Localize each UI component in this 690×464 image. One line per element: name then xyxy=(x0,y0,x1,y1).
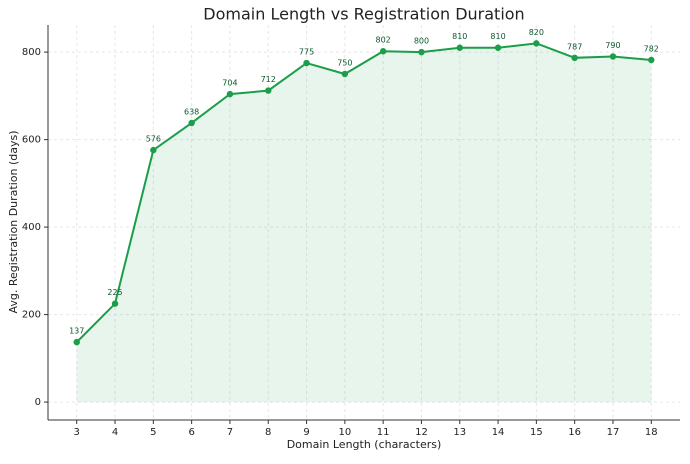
x-tick-label: 16 xyxy=(568,427,581,438)
y-axis-label: Avg. Registration Duration (days) xyxy=(7,130,20,313)
point xyxy=(111,300,119,307)
point xyxy=(494,44,502,51)
y-tick-label: 600 xyxy=(22,135,41,146)
point xyxy=(418,48,425,56)
data-label: 750 xyxy=(337,58,352,67)
x-tick-label: 3 xyxy=(74,427,80,438)
x-tick-label: 8 xyxy=(265,427,271,438)
x-tick-label: 17 xyxy=(607,427,620,438)
data-label: 704 xyxy=(222,79,237,88)
x-tick-label: 15 xyxy=(530,427,543,438)
x-tick-label: 13 xyxy=(453,427,466,438)
point xyxy=(456,44,463,51)
data-label: 576 xyxy=(146,135,161,144)
point xyxy=(226,90,234,98)
point xyxy=(303,59,310,67)
x-tick-label: 7 xyxy=(227,427,233,438)
data-label: 800 xyxy=(414,37,429,46)
point xyxy=(150,146,157,154)
point xyxy=(341,70,349,78)
y-tick-label: 200 xyxy=(22,310,41,321)
y-tick-label: 400 xyxy=(22,222,41,233)
y-tick-label: 800 xyxy=(22,47,41,58)
point xyxy=(188,119,195,127)
data-label: 790 xyxy=(605,41,620,50)
point xyxy=(265,87,272,94)
point xyxy=(533,40,540,47)
point xyxy=(73,338,80,346)
data-label: 775 xyxy=(299,48,314,57)
x-axis-label: Domain Length (characters) xyxy=(287,438,442,451)
point xyxy=(609,53,617,60)
point xyxy=(571,54,578,62)
x-tick-label: 12 xyxy=(415,427,428,438)
data-label: 820 xyxy=(529,28,544,37)
x-tick-label: 10 xyxy=(338,427,351,438)
data-label: 782 xyxy=(644,44,659,53)
x-tick-label: 5 xyxy=(150,427,156,438)
line xyxy=(76,42,652,343)
area xyxy=(76,43,652,403)
x-tick-label: 6 xyxy=(188,427,194,438)
data-label: 638 xyxy=(184,107,199,116)
chart-title: Domain Length vs Registration Duration xyxy=(203,5,524,24)
x-tick-label: 4 xyxy=(112,427,118,438)
x-tick-label: 9 xyxy=(303,427,309,438)
data-label: 225 xyxy=(107,288,122,297)
point xyxy=(379,48,387,55)
data-label: 712 xyxy=(261,75,276,84)
y-tick-label: 0 xyxy=(35,397,41,408)
data-label: 137 xyxy=(69,327,84,336)
x-tick-label: 18 xyxy=(645,427,658,438)
data-label: 787 xyxy=(567,42,582,51)
x-tick-label: 11 xyxy=(377,427,390,438)
data-label: 802 xyxy=(376,36,391,45)
data-label: 810 xyxy=(490,32,505,41)
point xyxy=(648,56,655,64)
data-label: 810 xyxy=(452,32,467,41)
x-tick-label: 14 xyxy=(492,427,505,438)
